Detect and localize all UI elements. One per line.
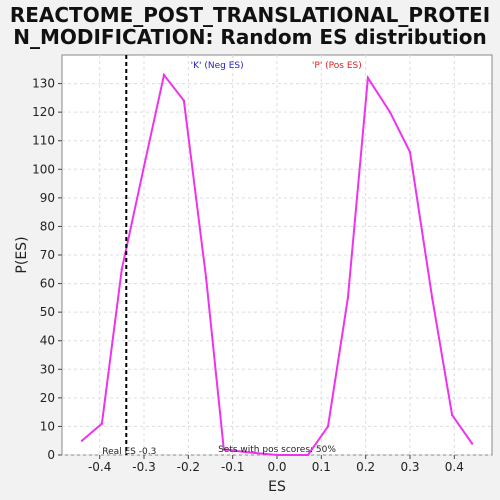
data-point: [100, 422, 104, 425]
y-tick-label: 110: [32, 134, 55, 148]
x-axis-label: ES: [268, 479, 286, 495]
y-axis-label: P(ES): [14, 236, 30, 273]
axis-ticks: -0.4 -0.3 -0.2 -0.1 0.0 0.1 0.2 0.3 0.4 0 10 20 30 40…: [32, 77, 464, 474]
y-tick-label: 40: [40, 334, 55, 348]
x-tick-label: 0.4: [445, 460, 464, 474]
data-point: [142, 165, 146, 168]
y-tick-label: 120: [32, 105, 55, 119]
data-point: [204, 276, 208, 280]
neg-es-label: 'K' (Neg ES): [191, 61, 244, 71]
data-point: [222, 448, 226, 451]
y-tick-label: 100: [32, 162, 55, 176]
data-point: [275, 453, 279, 457]
data-point: [306, 453, 310, 457]
data-point: [326, 425, 330, 428]
x-tick-label: 0.1: [312, 460, 331, 474]
x-tick-label: 0.0: [267, 460, 286, 474]
data-point: [120, 268, 124, 271]
x-tick-label: -0.1: [221, 460, 244, 474]
pos-es-label: 'P' (Pos ES): [312, 61, 362, 71]
y-tick-label: 30: [40, 362, 55, 376]
data-point: [470, 442, 474, 445]
chart-title-line-2: N_MODIFICATION: Random ES distribution: [13, 25, 487, 49]
x-tick-label: -0.3: [132, 460, 155, 474]
data-point: [366, 76, 370, 80]
data-point: [162, 73, 166, 77]
chart-title-line-1: REACTOME_POST_TRANSLATIONAL_PROTEI: [10, 3, 490, 27]
y-tick-label: 0: [47, 448, 55, 462]
data-point: [430, 296, 434, 300]
x-tick-label: 0.3: [400, 460, 419, 474]
data-point: [244, 450, 248, 454]
x-tick-label: -0.2: [177, 460, 200, 474]
y-tick-label: 130: [32, 77, 55, 91]
x-tick-label: 0.2: [356, 460, 375, 474]
data-point: [450, 413, 454, 417]
data-point: [80, 439, 84, 442]
real-es-label: Real ES -0.3: [102, 447, 156, 457]
data-point: [182, 99, 186, 102]
series-group: [80, 72, 474, 457]
y-tick-label: 10: [40, 419, 55, 433]
data-point: [388, 110, 392, 114]
y-tick-label: 80: [40, 219, 55, 233]
y-tick-label: 70: [40, 248, 55, 262]
y-tick-label: 60: [40, 277, 55, 291]
y-tick-label: 90: [40, 191, 55, 205]
y-tick-label: 50: [40, 305, 55, 319]
grid: [62, 55, 492, 456]
data-point: [346, 296, 350, 300]
y-tick-label: 20: [40, 391, 55, 405]
pos-scores-label: Sets with pos scores: 50%: [218, 445, 336, 455]
x-tick-label: -0.4: [88, 460, 111, 474]
data-point: [408, 150, 412, 154]
